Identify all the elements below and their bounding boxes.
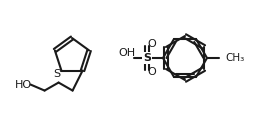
Text: O: O [148, 67, 156, 77]
Text: S: S [53, 69, 60, 79]
Text: OH: OH [118, 48, 135, 58]
Text: CH₃: CH₃ [225, 53, 244, 63]
Text: HO: HO [15, 80, 32, 90]
Text: S: S [143, 53, 151, 63]
Text: O: O [148, 39, 156, 49]
